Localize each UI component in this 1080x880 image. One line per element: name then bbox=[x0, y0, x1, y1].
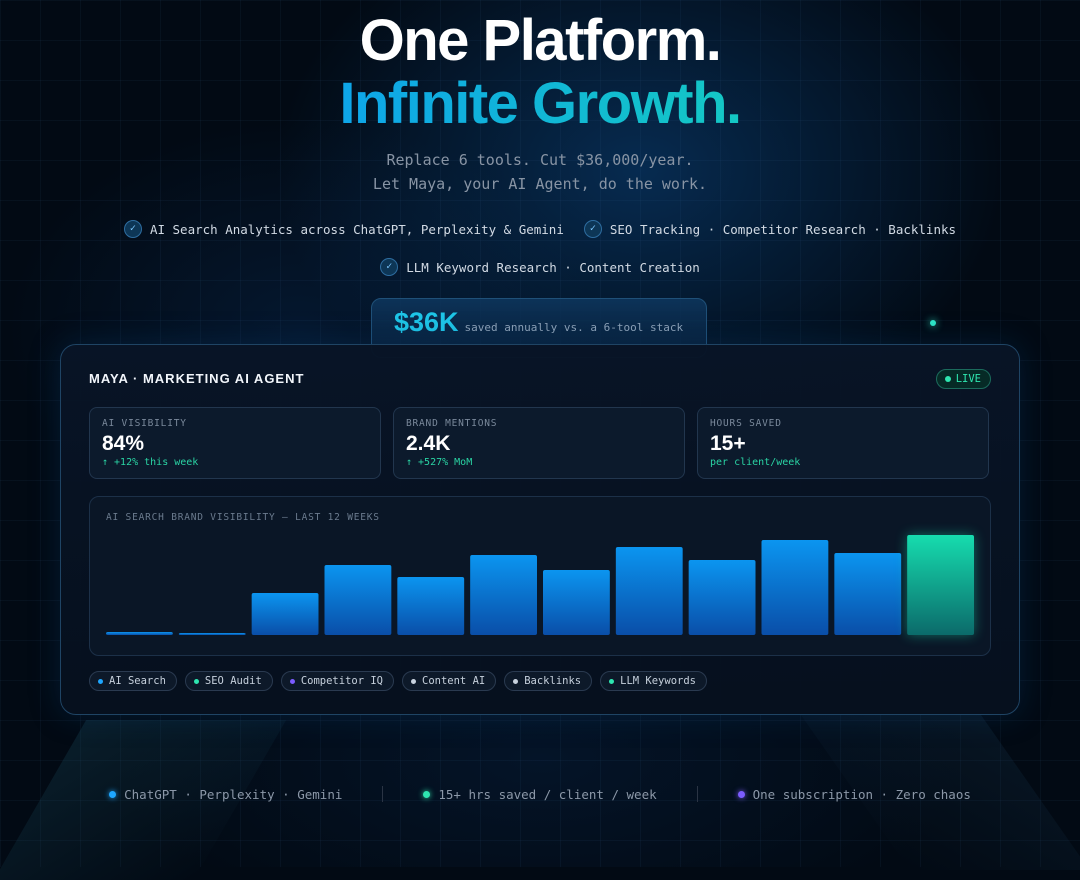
chart-bar-W1 bbox=[106, 632, 173, 635]
feature-label: LLM Keyword Research · Content Creation bbox=[406, 259, 700, 275]
tag-dot-icon bbox=[609, 678, 615, 684]
tag-dot-icon bbox=[513, 678, 519, 684]
footer-dot-icon bbox=[109, 790, 117, 798]
panel-title: MAYA · MARKETING AI AGENT bbox=[89, 371, 305, 386]
chart-bar-W12 bbox=[907, 535, 974, 635]
stat-card-hours-saved: HOURS SAVED 15+ per client/week bbox=[697, 407, 989, 479]
capability-tags: AI Search SEO Audit Competitor IQ Content A… bbox=[89, 671, 707, 691]
live-dot-icon bbox=[944, 376, 951, 382]
feature-item: ✓ SEO Tracking · Competitor Research · B… bbox=[583, 220, 957, 238]
chart-bar-W8 bbox=[615, 547, 683, 635]
footer-highlights: ChatGPT · Perplexity · Gemini 15+ hrs sav… bbox=[0, 786, 1080, 802]
subtitle-line2: Let Maya, your AI Agent, do the work. bbox=[372, 175, 708, 193]
live-badge-label: LIVE bbox=[955, 373, 981, 385]
footer-item: ChatGPT · Perplexity · Gemini bbox=[109, 787, 342, 802]
stat-delta: ↑ +12% this week bbox=[102, 457, 199, 468]
stat-label: AI VISIBILITY bbox=[102, 418, 187, 429]
feature-item: ✓ AI Search Analytics across ChatGPT, Pe… bbox=[123, 220, 564, 238]
chart-bar-W9 bbox=[688, 560, 756, 635]
stat-label: BRAND MENTIONS bbox=[406, 418, 498, 429]
tag-seo-audit[interactable]: SEO Audit bbox=[184, 671, 273, 691]
footer-label: ChatGPT · Perplexity · Gemini bbox=[124, 786, 343, 802]
savings-amount: $36K bbox=[394, 307, 459, 337]
tag-backlinks[interactable]: Backlinks bbox=[504, 671, 593, 691]
chart-title: AI SEARCH BRAND VISIBILITY — LAST 12 WEE… bbox=[106, 512, 380, 523]
chart-bar-W5 bbox=[397, 577, 465, 635]
tag-label: Content AI bbox=[422, 675, 486, 687]
tag-label: LLM Keywords bbox=[620, 675, 696, 687]
live-badge: LIVE bbox=[935, 369, 991, 389]
stat-delta: per client/week bbox=[710, 457, 801, 468]
headline-line2: Infinite Growth. bbox=[0, 71, 1080, 137]
chart-bar-W4 bbox=[324, 565, 392, 635]
stat-value: 84% bbox=[102, 432, 145, 455]
tag-dot-icon bbox=[411, 678, 416, 684]
tag-content-ai[interactable]: Content AI bbox=[402, 671, 497, 691]
feature-label: SEO Tracking · Competitor Research · Bac… bbox=[609, 221, 957, 237]
check-icon: ✓ bbox=[123, 220, 142, 238]
stat-value: 15+ bbox=[710, 432, 746, 455]
tag-label: AI Search bbox=[109, 675, 166, 687]
chart-bar-W3 bbox=[251, 593, 319, 635]
agent-dashboard-panel: MAYA · MARKETING AI AGENT LIVE AI VISIBI… bbox=[60, 344, 1020, 715]
chart-bar-W7 bbox=[543, 570, 610, 635]
footer-label: 15+ hrs saved / client / week bbox=[438, 786, 657, 802]
stat-card-ai-visibility: AI VISIBILITY 84% ↑ +12% this week bbox=[89, 407, 381, 479]
tag-label: SEO Audit bbox=[204, 675, 262, 687]
chart-svg bbox=[106, 535, 974, 635]
tag-llm-keywords[interactable]: LLM Keywords bbox=[600, 671, 707, 691]
tag-dot-icon bbox=[289, 678, 295, 684]
feature-item: ✓ LLM Keyword Research · Content Creatio… bbox=[380, 258, 700, 276]
visibility-chart: AI SEARCH BRAND VISIBILITY — LAST 12 WEE… bbox=[89, 496, 991, 656]
stat-card-brand-mentions: BRAND MENTIONS 2.4K ↑ +527% MoM bbox=[393, 407, 685, 479]
headline-line1: One Platform. bbox=[359, 8, 722, 73]
tag-ai-search[interactable]: AI Search bbox=[89, 671, 177, 691]
stat-label: HOURS SAVED bbox=[710, 418, 782, 429]
footer-divider bbox=[382, 786, 384, 802]
footer-dot-icon bbox=[737, 790, 745, 798]
feature-row-2: ✓ LLM Keyword Research · Content Creatio… bbox=[0, 258, 1080, 276]
tag-dot-icon bbox=[98, 678, 103, 684]
stat-value: 2.4K bbox=[406, 432, 451, 455]
subtitle-line1: Replace 6 tools. Cut $36,000/year. bbox=[386, 151, 694, 169]
headline-line2-text: Infinite Growth. bbox=[339, 71, 742, 136]
glow-dot bbox=[930, 320, 936, 326]
footer-item: 15+ hrs saved / client / week bbox=[423, 786, 657, 802]
tag-label: Competitor IQ bbox=[300, 675, 383, 687]
chart-bar-W2 bbox=[178, 633, 246, 635]
chart-bar-W11 bbox=[834, 553, 902, 635]
stat-delta: ↑ +527% MoM bbox=[406, 457, 473, 468]
footer-dot-icon bbox=[423, 790, 431, 798]
feature-row-1: ✓ AI Search Analytics across ChatGPT, Pe… bbox=[0, 220, 1080, 238]
tag-label: Backlinks bbox=[524, 675, 582, 687]
chart-bar-W6 bbox=[470, 555, 537, 635]
feature-label: AI Search Analytics across ChatGPT, Perp… bbox=[149, 221, 564, 237]
check-icon: ✓ bbox=[583, 220, 602, 238]
tag-dot-icon bbox=[193, 678, 199, 684]
footer-item: One subscription · Zero chaos bbox=[737, 786, 971, 802]
footer-divider bbox=[696, 786, 698, 802]
savings-caption: saved annually vs. a 6-tool stack bbox=[464, 321, 684, 334]
footer-label: One subscription · Zero chaos bbox=[752, 786, 971, 802]
tag-competitor-iq[interactable]: Competitor IQ bbox=[280, 671, 394, 691]
chart-bar-W10 bbox=[761, 540, 829, 635]
check-icon: ✓ bbox=[380, 258, 399, 276]
